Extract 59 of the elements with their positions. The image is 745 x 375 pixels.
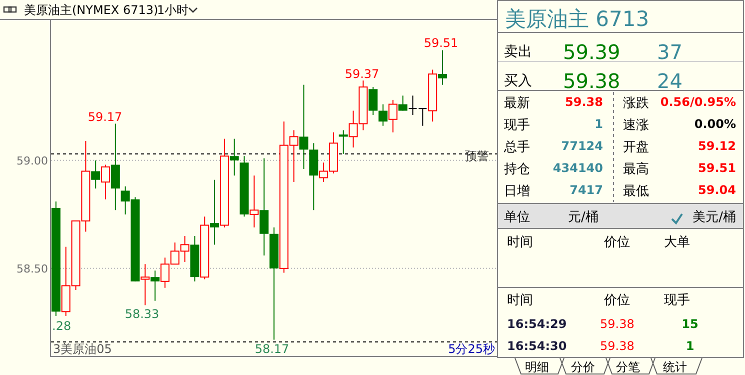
text: 16:54:30: [507, 339, 567, 353]
annotation: 59.37: [344, 67, 380, 81]
text: 卖出: [504, 44, 532, 60]
text: 价位: [603, 235, 630, 250]
text: 现手: [504, 118, 530, 133]
y-tick-label: 58.50: [16, 262, 48, 276]
text: 59.38: [600, 317, 634, 331]
annotation: 3美原油05: [53, 342, 112, 356]
text: 开盘: [623, 140, 649, 155]
text: 7417: [570, 183, 603, 197]
text: 最新: [504, 96, 530, 111]
text: 元/桶: [568, 210, 598, 225]
annotation: 59.51: [424, 36, 458, 50]
text: 时间: [507, 235, 533, 250]
text: 美元/桶: [692, 209, 736, 225]
text: 大单: [664, 235, 690, 250]
text: 59.12: [698, 139, 736, 153]
y-tick-label: 59.00: [16, 154, 48, 168]
text: 分价: [571, 360, 595, 374]
ref-line-label: 预警: [465, 148, 489, 163]
text: 16:54:29: [507, 317, 567, 331]
text: 37: [657, 40, 682, 64]
text: 买入: [504, 73, 532, 89]
text: 59.38: [563, 69, 620, 93]
text: 59.38: [565, 95, 603, 109]
text: 统计: [663, 360, 687, 374]
annotation: 59.17: [88, 110, 122, 124]
text: 77124: [561, 139, 603, 153]
text: 总手: [503, 140, 530, 155]
text: 59.39: [563, 40, 620, 64]
text: 现手: [664, 293, 690, 308]
text: 单位: [504, 210, 530, 225]
text: 日增: [504, 184, 530, 199]
text: 0.56/0.95%: [660, 95, 736, 109]
text: 最高: [623, 161, 649, 177]
chart-subtitle: 1小时: [157, 3, 189, 17]
text: 434140: [552, 161, 603, 175]
annotation: .28: [52, 319, 72, 333]
text: 持仓: [504, 162, 530, 177]
text: 0.00%: [694, 117, 736, 131]
text: 1: [594, 117, 603, 131]
chart-title: 美原油主(NYMEX 6713): [24, 3, 158, 17]
annotation: 58.17: [254, 342, 290, 356]
annotation: 5分25秒: [448, 342, 495, 356]
text: 时间: [507, 293, 533, 308]
text: 美原油主 6713: [505, 7, 650, 31]
text: 59.04: [698, 183, 736, 197]
text: 价位: [603, 293, 630, 308]
text: 涨跌: [623, 96, 649, 111]
text: 速涨: [623, 118, 649, 133]
text: 59.38: [600, 339, 634, 353]
text: 1: [686, 339, 694, 353]
text: 59.51: [698, 161, 736, 175]
text: 15: [682, 317, 698, 331]
text: 明细: [525, 360, 549, 374]
text: 最低: [623, 184, 649, 199]
text: 24: [657, 69, 682, 93]
text: 分笔: [616, 360, 640, 374]
annotation: 58.33: [124, 307, 160, 321]
